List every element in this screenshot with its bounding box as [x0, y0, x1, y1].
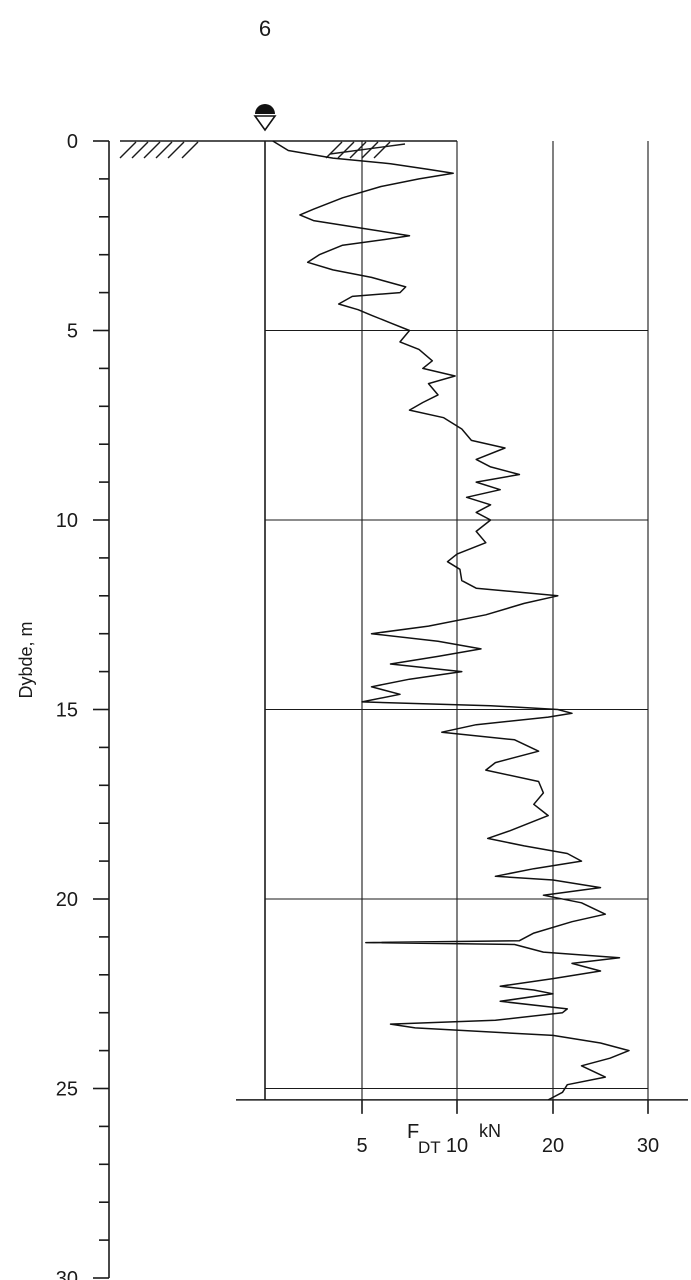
ground-hatch-mark [119, 141, 137, 159]
x-axis-label-subscript: DT [418, 1138, 441, 1157]
groundwater-marker-icon [253, 104, 277, 132]
y-tick-label: 20 [56, 889, 78, 911]
x-tick-label: 20 [542, 1135, 564, 1157]
x-tick-label: 30 [637, 1135, 659, 1157]
ground-hatch-mark [167, 141, 185, 159]
ground-hatch-mark [143, 141, 161, 159]
x-tick-label: 10 [446, 1135, 468, 1157]
y-tick-label: 0 [67, 131, 78, 153]
x-axis: 5 10 20 30 [236, 1099, 688, 1157]
y-tick-label: 5 [67, 321, 78, 343]
y-tick-label: 30 [56, 1268, 78, 1280]
ground-hatch-mark [329, 143, 406, 155]
ground-hatch-mark [325, 141, 343, 159]
series-group [272, 140, 630, 1101]
ground-hatch-mark [155, 141, 173, 159]
y-tick-label: 25 [56, 1079, 78, 1101]
x-axis-label-main: F [407, 1121, 419, 1143]
page-number: 6 [259, 16, 271, 41]
y-tick-label: 15 [56, 700, 78, 722]
y-axis: 0 5 10 15 20 25 30 [56, 131, 110, 1280]
ground-surface [119, 140, 457, 159]
series-line [272, 140, 630, 1101]
ground-hatch-mark [181, 141, 199, 159]
ground-hatch-mark [373, 141, 391, 159]
ground-hatch-mark [337, 141, 355, 159]
ground-hatch-mark [131, 141, 149, 159]
y-tick-label: 10 [56, 510, 78, 532]
x-axis-label-unit: kN [479, 1121, 501, 1141]
grid [264, 141, 649, 1100]
x-tick-label: 5 [356, 1135, 367, 1157]
y-axis-label: Dybde, m [16, 621, 36, 698]
ground-hatch-mark [361, 141, 379, 159]
